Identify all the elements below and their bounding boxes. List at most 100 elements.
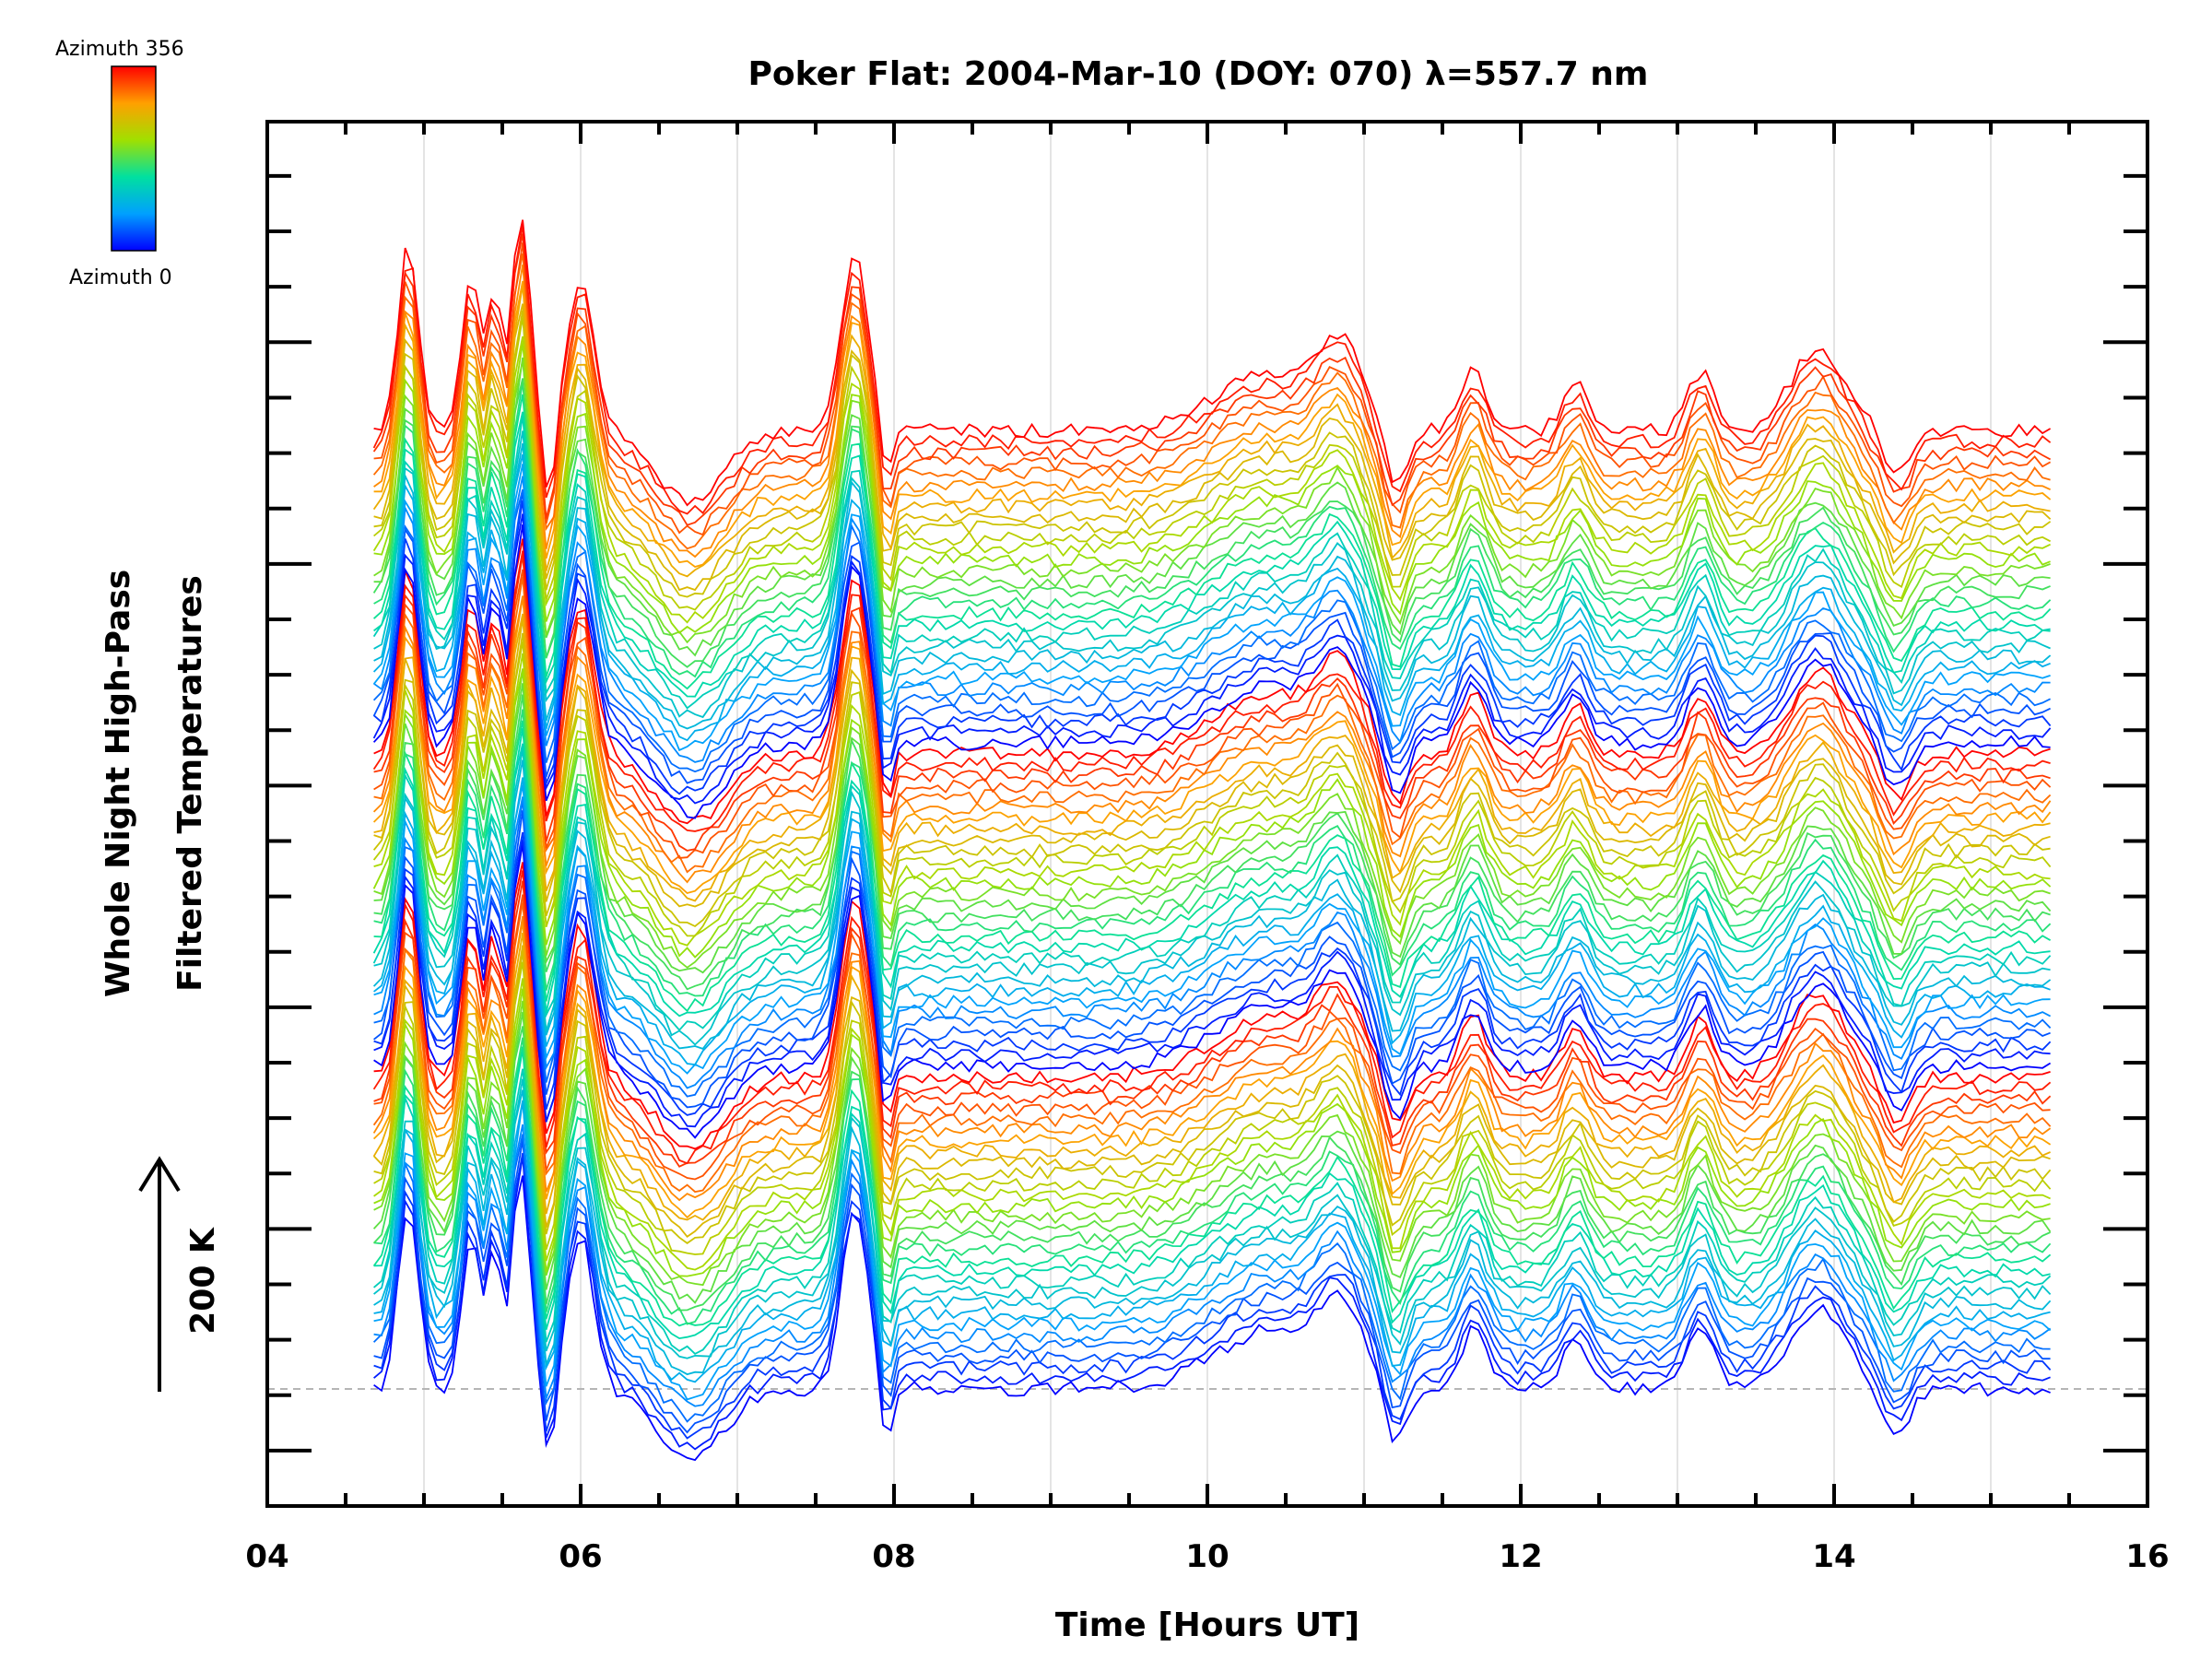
series-line-73 [373, 382, 2052, 678]
series-line-44 [373, 694, 2051, 991]
series-line-58 [372, 550, 2051, 832]
series-line-19 [373, 961, 2052, 1255]
x-tick-label-04: 04 [245, 1538, 288, 1575]
series-line-34 [373, 799, 2052, 1098]
series-line-1 [373, 1156, 2051, 1451]
y-axis-label-line2: Filtered Temperatures [171, 575, 209, 992]
series-line-50 [372, 632, 2051, 928]
y-axis-label-line1: Whole Night High-Pass [100, 570, 137, 997]
colorbar [111, 65, 157, 252]
scale-label: 200 K [184, 1227, 222, 1335]
series-line-28 [372, 870, 2052, 1165]
series-line-20 [373, 951, 2052, 1245]
series-line-39 [373, 748, 2051, 1046]
series-line-72 [372, 394, 2052, 690]
series-line-66 [372, 464, 2051, 752]
x-tick-label-12: 12 [1499, 1538, 1542, 1575]
series-line-14 [372, 1026, 2051, 1312]
x-tick-label-08: 08 [872, 1538, 915, 1575]
x-tick-label-16: 16 [2125, 1538, 2169, 1575]
colorbar-top-label: Azimuth 356 [55, 38, 184, 61]
x-tick-label-14: 14 [1812, 1538, 1855, 1575]
series-line-10 [373, 1068, 2052, 1355]
chart-title: Poker Flat: 2004-Mar-10 (DOY: 070) λ=557… [748, 55, 1649, 93]
series-line-29 [373, 862, 2051, 1150]
series-line-49 [372, 641, 2052, 937]
series-line-47 [372, 668, 2052, 959]
series-line-56 [373, 569, 2052, 859]
series-line-24 [372, 915, 2052, 1202]
series-line-85 [372, 253, 2051, 550]
series-line-54 [372, 595, 2052, 884]
series-line-70 [372, 415, 2051, 710]
series-line-0 [373, 1175, 2051, 1462]
series-line-32 [373, 831, 2052, 1116]
axis-ticks [265, 122, 2149, 1508]
series-line-31 [373, 839, 2051, 1128]
series-line-79 [373, 317, 2052, 611]
series-line-80 [373, 310, 2052, 598]
series-line-64 [372, 488, 2051, 773]
series-line-88 [372, 225, 2052, 515]
series-line-60 [372, 524, 2051, 819]
series-line-89 [373, 219, 2052, 507]
series-line-71 [373, 411, 2051, 698]
series-line-38 [372, 759, 2052, 1050]
x-tick-label-06: 06 [559, 1538, 602, 1575]
scale-arrow-head [138, 1156, 181, 1193]
series-line-43 [373, 709, 2052, 997]
x-axis-label: Time [Hours UT] [1055, 1606, 1359, 1644]
series-line-21 [372, 945, 2051, 1239]
series-line-83 [373, 280, 2052, 568]
series-line-45 [373, 683, 2052, 974]
series-line-61 [372, 513, 2052, 805]
series-line-35 [373, 796, 2052, 1089]
series-line-41 [372, 727, 2051, 1018]
series-line-8 [373, 1089, 2052, 1376]
series-line-42 [373, 720, 2052, 1013]
series-line-84 [373, 265, 2051, 559]
series-line-25 [372, 902, 2052, 1194]
series-line-51 [373, 618, 2051, 908]
series-line-17 [373, 988, 2051, 1277]
series-line-11 [373, 1049, 2051, 1340]
series-line-62 [373, 500, 2052, 795]
series-line-75 [373, 357, 2051, 657]
series-line-18 [373, 978, 2051, 1271]
series-line-36 [373, 784, 2051, 1075]
series-line-23 [372, 922, 2052, 1219]
series-line-46 [373, 670, 2051, 969]
series-group [372, 219, 2052, 1462]
series-line-55 [373, 576, 2052, 874]
series-line-81 [373, 303, 2052, 592]
series-line-33 [373, 810, 2051, 1109]
series-line-13 [373, 1037, 2052, 1325]
series-line-30 [373, 843, 2052, 1139]
series-line-48 [373, 653, 2051, 947]
x-tick-label-10: 10 [1185, 1538, 1229, 1575]
series-line-68 [373, 443, 2052, 730]
series-line-9 [373, 1078, 2052, 1359]
series-line-86 [373, 242, 2052, 536]
grid-lines [423, 122, 1992, 1506]
series-line-22 [372, 933, 2051, 1221]
series-line-5 [373, 1124, 2052, 1407]
series-line-6 [373, 1100, 2052, 1401]
series-line-57 [373, 555, 2051, 852]
series-line-82 [372, 285, 2051, 578]
series-line-76 [373, 359, 2051, 644]
series-line-52 [373, 613, 2051, 902]
series-line-78 [372, 335, 2051, 624]
series-line-40 [372, 743, 2052, 1031]
series-line-16 [373, 1000, 2051, 1287]
series-line-7 [373, 1100, 2051, 1383]
series-line-74 [372, 378, 2051, 668]
series-line-59 [373, 538, 2051, 825]
colorbar-bottom-label: Azimuth 0 [69, 266, 172, 289]
series-line-27 [373, 880, 2052, 1168]
series-line-15 [372, 1011, 2052, 1304]
series-line-37 [373, 777, 2051, 1066]
series-line-63 [372, 490, 2051, 784]
x-tick-labels: 04 06 08 10 12 14 16 [245, 1538, 2169, 1575]
